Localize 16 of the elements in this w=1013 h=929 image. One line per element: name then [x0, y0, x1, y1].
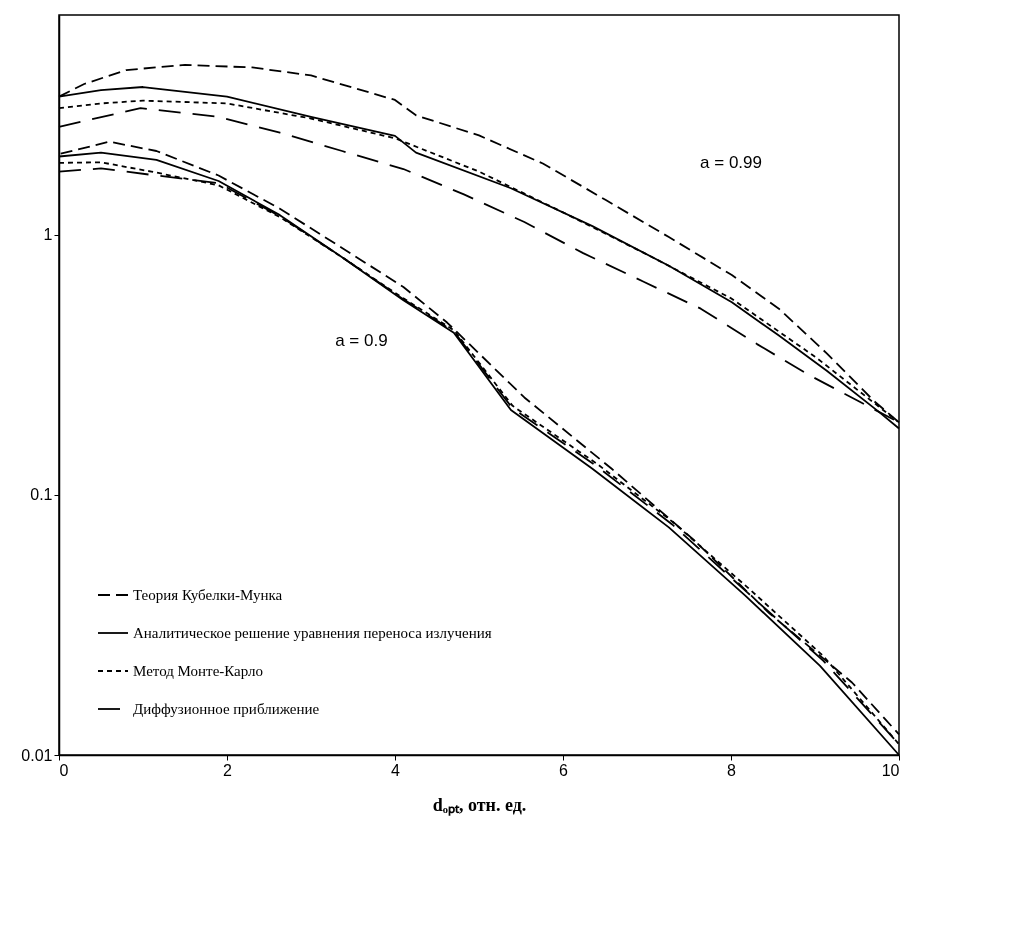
legend-label: Метод Монте-Карло [133, 663, 264, 679]
x-tick-label: 10 [881, 761, 900, 779]
annotation: a = 0.9 [335, 330, 388, 350]
legend-label: Диффузионное приближение [133, 701, 320, 717]
x-tick-label: 8 [727, 761, 737, 779]
x-tick-label: 2 [223, 761, 233, 779]
x-tick-label: 6 [559, 761, 569, 779]
annotation: a = 0.99 [700, 153, 762, 172]
y-tick-label: 0.01 [21, 746, 53, 764]
x-tick-label: 4 [391, 761, 401, 779]
x-tick-label: 0 [59, 761, 69, 779]
legend-label: Теория Кубелки-Мунка [133, 587, 283, 603]
x-axis-title: dₒₚₜ, отн. ед. [432, 794, 527, 816]
y-tick-label: 1 [43, 226, 53, 244]
legend-label: Аналитическое решение уравнения переноса излучения [133, 625, 492, 641]
y-tick-label: 0.1 [30, 486, 53, 504]
